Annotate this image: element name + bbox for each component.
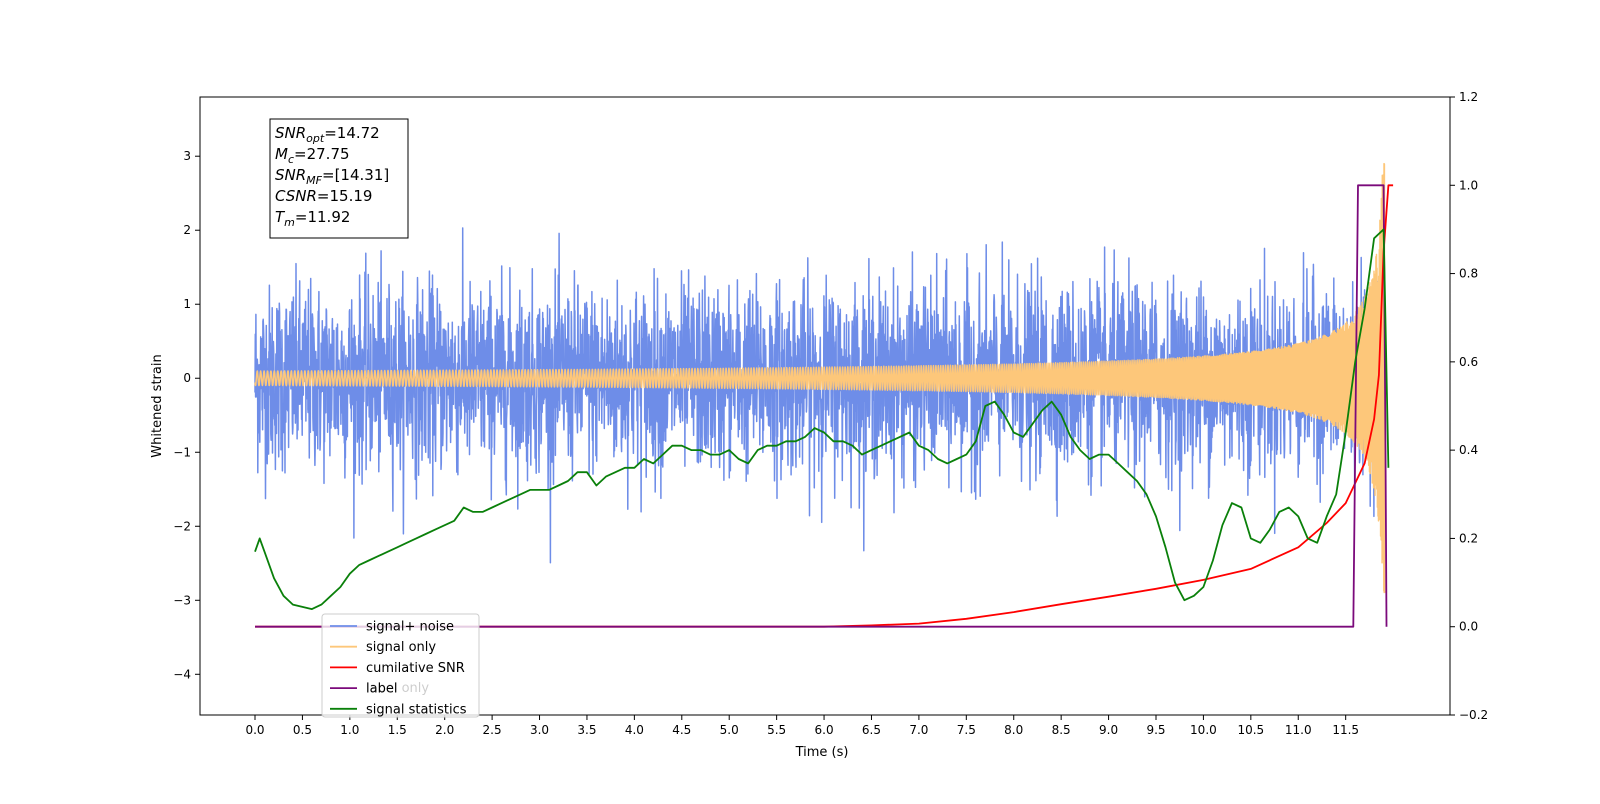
- y2-tick-label: 0.4: [1459, 443, 1478, 457]
- x-tick-label: 2.0: [435, 723, 454, 737]
- x-tick-label: 5.0: [720, 723, 739, 737]
- y-tick-label: 3: [183, 149, 191, 163]
- x-tick-label: 6.5: [862, 723, 881, 737]
- x-tick-label: 7.5: [957, 723, 976, 737]
- x-tick-label: 0.0: [245, 723, 264, 737]
- annotation-line: Tm=11.92: [275, 208, 350, 229]
- series-signal-only: [254, 162, 1387, 594]
- legend-label: signal only: [366, 640, 436, 655]
- y2-tick-label: 1.2: [1459, 90, 1478, 104]
- x-tick-label: 2.5: [483, 723, 502, 737]
- annotation-frame: [269, 118, 409, 239]
- annotation-var: T: [275, 208, 286, 226]
- x-tick-label: 3.0: [530, 723, 549, 737]
- annotation-sub: MF: [306, 174, 322, 187]
- plot-frame: [199, 96, 1451, 716]
- x-tick-label: 7.0: [909, 723, 928, 737]
- y2-tick-label: 0.8: [1459, 267, 1478, 281]
- x-tick-label: 1.5: [388, 723, 407, 737]
- x-tick-label: 6.0: [815, 723, 834, 737]
- series-signal-statistics: [254, 228, 1390, 610]
- y2-tick-label: 0.0: [1459, 620, 1478, 634]
- annotation-var: SNR: [275, 124, 306, 142]
- y-tick-label: −1: [173, 445, 191, 459]
- x-tick-label: 9.5: [1146, 723, 1165, 737]
- x-tick-label: 11.5: [1332, 723, 1359, 737]
- x-tick-label: 0.5: [293, 723, 312, 737]
- annotation-line: SNRMF=[14.31]: [275, 166, 389, 187]
- x-tick-label: 10.5: [1237, 723, 1264, 737]
- legend-label: cumilative SNR: [366, 661, 465, 676]
- annotation-var: CSNR: [275, 187, 317, 205]
- x-tick-label: 3.5: [577, 723, 596, 737]
- y-tick-label: 1: [183, 297, 191, 311]
- y-tick-label: −3: [173, 593, 191, 607]
- annotation-sub: c: [288, 153, 294, 166]
- x-tick-label: 4.5: [672, 723, 691, 737]
- legend-hidden-label: label only: [366, 681, 429, 696]
- y2-tick-label: 0.2: [1459, 531, 1478, 545]
- y2-tick-label: −0.2: [1459, 708, 1488, 722]
- x-tick-label: 4.0: [625, 723, 644, 737]
- y-tick-label: −2: [173, 519, 191, 533]
- annotation-line: CSNR=15.19: [275, 187, 372, 205]
- annotation-sub: opt: [306, 132, 325, 145]
- annotation-var: M: [275, 145, 288, 163]
- series-layer: [254, 162, 1394, 628]
- annotation-value: =14.72: [324, 124, 380, 142]
- annotation-value: =11.92: [295, 208, 351, 226]
- legend-frame: [321, 613, 480, 718]
- y-tick-label: 0: [183, 371, 191, 385]
- series-label: [255, 184, 1388, 628]
- y-axis-right: 1.2 1.0 0.8 0.6 0.4 0.2 0.0 −0.2: [1450, 90, 1488, 722]
- annotation-value: =[14.31]: [322, 166, 389, 184]
- x-tick-label: 1.0: [340, 723, 359, 737]
- legend: label only signal+ noise signal only cumila…: [321, 613, 480, 718]
- legend-label: signal+ noise: [366, 620, 454, 635]
- legend-label: label: [366, 682, 397, 697]
- annotation-value: =27.75: [294, 145, 350, 163]
- legend-label: signal statistics: [366, 702, 467, 717]
- series-cumulative-snr: [255, 184, 1394, 628]
- annotation-box: SNRopt=14.72Mc=27.75SNRMF=[14.31]CSNR=15…: [269, 118, 409, 239]
- y-tick-label: 2: [183, 223, 191, 237]
- y-tick-label: −4: [173, 667, 191, 681]
- annotation-value: =15.19: [317, 187, 373, 205]
- x-tick-label: 8.5: [1052, 723, 1071, 737]
- annotation-sub: m: [284, 216, 295, 229]
- annotation-line: SNRopt=14.72: [275, 124, 380, 145]
- x-tick-label: 10.0: [1190, 723, 1217, 737]
- x-axis-label: Time (s): [795, 745, 849, 760]
- annotation-var: SNR: [275, 166, 306, 184]
- y2-tick-label: 0.6: [1459, 355, 1478, 369]
- x-tick-label: 11.0: [1285, 723, 1312, 737]
- y2-tick-label: 1.0: [1459, 178, 1478, 192]
- y-axis-label: Whitened strain: [150, 354, 165, 457]
- x-axis: 0.0 0.5 1.0 1.5 2.0 2.5 3.0 3.5 4.0 4.5 5.0 5.5 6.0 6…: [245, 715, 1359, 737]
- y-axis-left: 3 2 1 0 −1 −2 −3 −4: [173, 149, 200, 681]
- annotation-line: Mc=27.75: [275, 145, 350, 166]
- x-tick-label: 5.5: [767, 723, 786, 737]
- x-tick-label: 9.0: [1099, 723, 1118, 737]
- x-tick-label: 8.0: [1004, 723, 1023, 737]
